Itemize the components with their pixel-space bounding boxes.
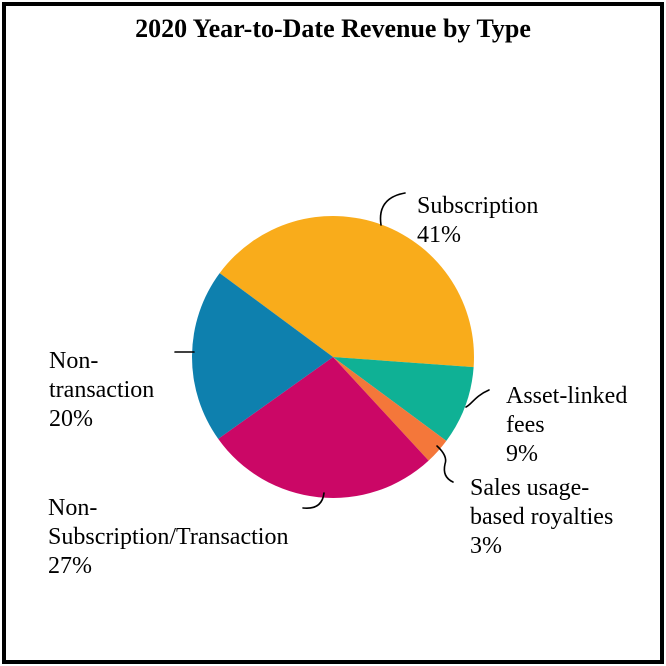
- chart-title: 2020 Year-to-Date Revenue by Type: [135, 14, 531, 43]
- pie-slices: [192, 216, 475, 498]
- leader-line-non-subscription-transaction: [302, 492, 325, 510]
- leader-line-asset-linked-fees: [465, 389, 490, 408]
- label-non-transaction: Non- transaction 20%: [49, 348, 155, 432]
- leader-line-sales-usage-based-royalties: [436, 445, 454, 483]
- pie-slice-sales-usage-based-royalties: [333, 357, 447, 461]
- pie-slice-non-subscription-transaction: [218, 357, 429, 498]
- label-sales-usage-based-royalties: Sales usage- based royalties 3%: [470, 475, 614, 559]
- label-asset-linked-fees: Asset-linked fees 9%: [506, 383, 628, 467]
- pie-slice-non-transaction: [192, 273, 333, 439]
- label-subscription: Subscription 41%: [417, 193, 539, 248]
- label-non-subscription-transaction: Non- Subscription/Transaction 27%: [48, 495, 289, 579]
- leader-line-subscription: [379, 192, 406, 226]
- pie-slice-subscription: [219, 216, 475, 368]
- pie-slice-asset-linked-fees: [333, 357, 474, 441]
- leader-lines: [174, 192, 490, 510]
